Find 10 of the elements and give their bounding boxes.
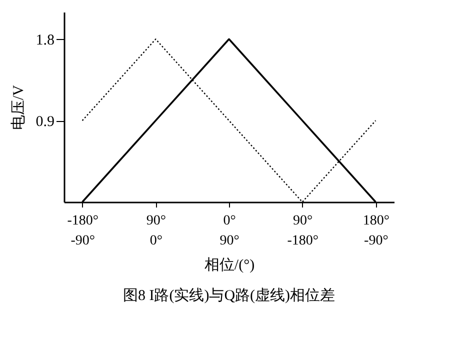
y-axis-title: 电压/V [10,84,27,130]
text: 图8 I路(实线)与Q路(虚线)相位差 [122,287,336,304]
y-tick-label: 0.9 [36,114,54,130]
x-axis-title: 相位/(°) [204,256,255,274]
x-tick-label: 90° 0° [146,214,166,248]
x-tick-label: -180° -90° [67,214,98,248]
y-tick-label: 1.8 [36,32,54,49]
x-tick-label: 0° 90° [220,214,240,248]
x-tick-label: 90° -180° [287,214,318,248]
x-tick-label: 180° -90° [362,214,390,248]
